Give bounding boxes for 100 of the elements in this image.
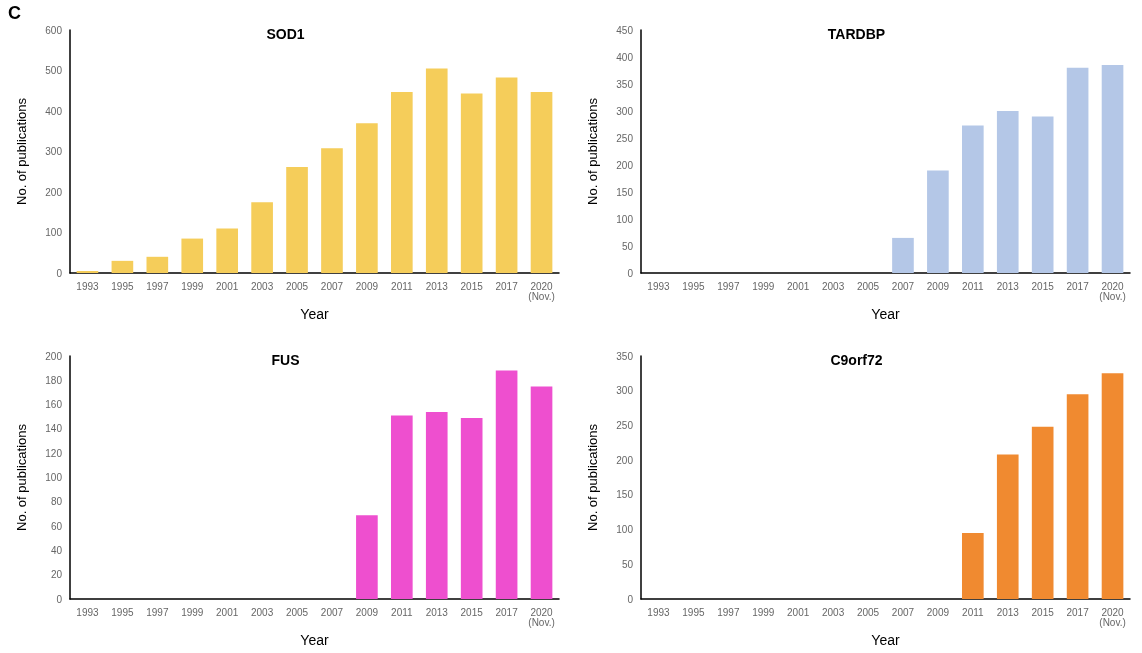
y-tick-label: 160	[45, 399, 63, 411]
x-tick-label: 2009	[926, 606, 950, 618]
bar	[390, 91, 413, 273]
bar	[251, 202, 273, 273]
x-axis-title: Year	[871, 306, 900, 322]
x-tick-label: 1993	[76, 606, 100, 618]
x-tick-label: 1997	[146, 280, 169, 292]
y-tick-label: 500	[45, 65, 63, 76]
x-tick-label: 1997	[717, 606, 740, 618]
bar	[390, 415, 413, 599]
x-tick-label: 2020 (Nov.)	[528, 280, 555, 302]
y-tick-label: 40	[50, 544, 63, 556]
y-tick-label: 200	[45, 350, 63, 362]
chart-title: C9orf72	[830, 352, 883, 368]
x-tick-label: 2003	[821, 606, 845, 618]
x-tick-label: 1993	[76, 280, 100, 292]
y-axis-title: No. of publications	[585, 97, 600, 205]
bar	[460, 93, 483, 273]
x-tick-label: 2011	[391, 280, 414, 292]
bar	[181, 238, 204, 273]
y-axis-title: No. of publications	[14, 97, 29, 205]
x-tick-label: 2009	[355, 606, 379, 618]
x-tick-label: 2009	[355, 280, 379, 292]
x-tick-label: 1999	[752, 280, 775, 292]
bar	[425, 411, 448, 599]
x-axis-title: Year	[871, 632, 900, 648]
x-tick-label: 2017	[495, 280, 519, 292]
bar	[356, 123, 378, 273]
x-tick-label: 2017	[495, 606, 519, 618]
y-tick-label: 50	[621, 240, 634, 252]
bar	[961, 125, 984, 273]
y-tick-label: 250	[616, 419, 634, 431]
bar	[111, 260, 134, 273]
x-tick-label: 2007	[320, 280, 344, 292]
y-tick-label: 140	[45, 423, 63, 435]
y-tick-label: 180	[45, 374, 63, 386]
y-tick-label: 100	[45, 472, 63, 483]
x-tick-label: 2001	[787, 606, 810, 618]
chart-title: TARDBP	[827, 26, 886, 42]
x-tick-label: 2013	[996, 606, 1020, 618]
x-tick-label: 2003	[250, 606, 274, 618]
y-tick-label: 250	[616, 132, 634, 144]
y-tick-label: 80	[50, 496, 63, 508]
y-tick-label: 0	[56, 267, 63, 279]
x-tick-label: 2005	[285, 606, 309, 618]
y-tick-label: 0	[56, 593, 63, 605]
x-tick-label: 1997	[146, 606, 169, 618]
x-tick-label: 2020 (Nov.)	[528, 606, 555, 628]
x-tick-label: 2005	[285, 280, 309, 292]
bar	[996, 454, 1019, 599]
x-tick-label: 2011	[962, 280, 985, 292]
y-tick-label: 300	[616, 105, 634, 117]
bar	[495, 370, 518, 599]
bar	[356, 515, 378, 599]
x-tick-label: 2007	[320, 606, 344, 618]
y-axis-title: No. of publications	[585, 423, 600, 531]
y-tick-label: 0	[627, 593, 634, 605]
y-tick-label: 50	[621, 558, 634, 570]
bar	[460, 417, 483, 599]
y-tick-label: 450	[616, 24, 634, 36]
bar	[1031, 116, 1054, 273]
x-tick-label: 1997	[717, 280, 740, 292]
x-tick-label: 2020 (Nov.)	[1099, 280, 1126, 302]
y-tick-label: 100	[45, 227, 63, 238]
x-tick-label: 1999	[752, 606, 775, 618]
bar	[216, 228, 239, 273]
text: C	[8, 3, 21, 23]
bar	[425, 68, 448, 273]
bar	[76, 270, 99, 273]
y-tick-label: 120	[45, 447, 63, 459]
bar	[286, 166, 308, 273]
bar	[1101, 65, 1124, 273]
y-tick-label: 350	[616, 78, 634, 90]
bar	[321, 148, 343, 273]
x-tick-label: 2015	[1031, 280, 1055, 292]
x-tick-label: 2013	[996, 280, 1020, 292]
x-tick-label: 2007	[891, 606, 915, 618]
x-tick-label: 1995	[682, 280, 705, 292]
x-axis-title: Year	[300, 632, 329, 648]
x-axis-title: Year	[300, 306, 329, 322]
x-tick-label: 2001	[216, 606, 239, 618]
x-tick-label: 2003	[821, 280, 845, 292]
x-tick-label: 2017	[1066, 280, 1090, 292]
x-tick-label: 2013	[425, 280, 449, 292]
x-tick-label: 1995	[111, 606, 134, 618]
bar	[892, 237, 914, 273]
bar	[1066, 394, 1089, 599]
y-tick-label: 0	[627, 267, 634, 279]
x-tick-label: 2011	[391, 606, 414, 618]
bar	[495, 77, 518, 273]
y-tick-label: 100	[616, 524, 634, 536]
bar	[146, 256, 169, 273]
x-tick-label: 2001	[216, 280, 239, 292]
x-tick-label: 2007	[891, 280, 915, 292]
bar	[1031, 426, 1054, 599]
x-tick-label: 2020 (Nov.)	[1099, 606, 1126, 628]
x-tick-label: 1995	[682, 606, 705, 618]
y-tick-label: 150	[616, 186, 634, 198]
y-tick-label: 300	[616, 385, 634, 397]
x-tick-label: 2013	[425, 606, 449, 618]
